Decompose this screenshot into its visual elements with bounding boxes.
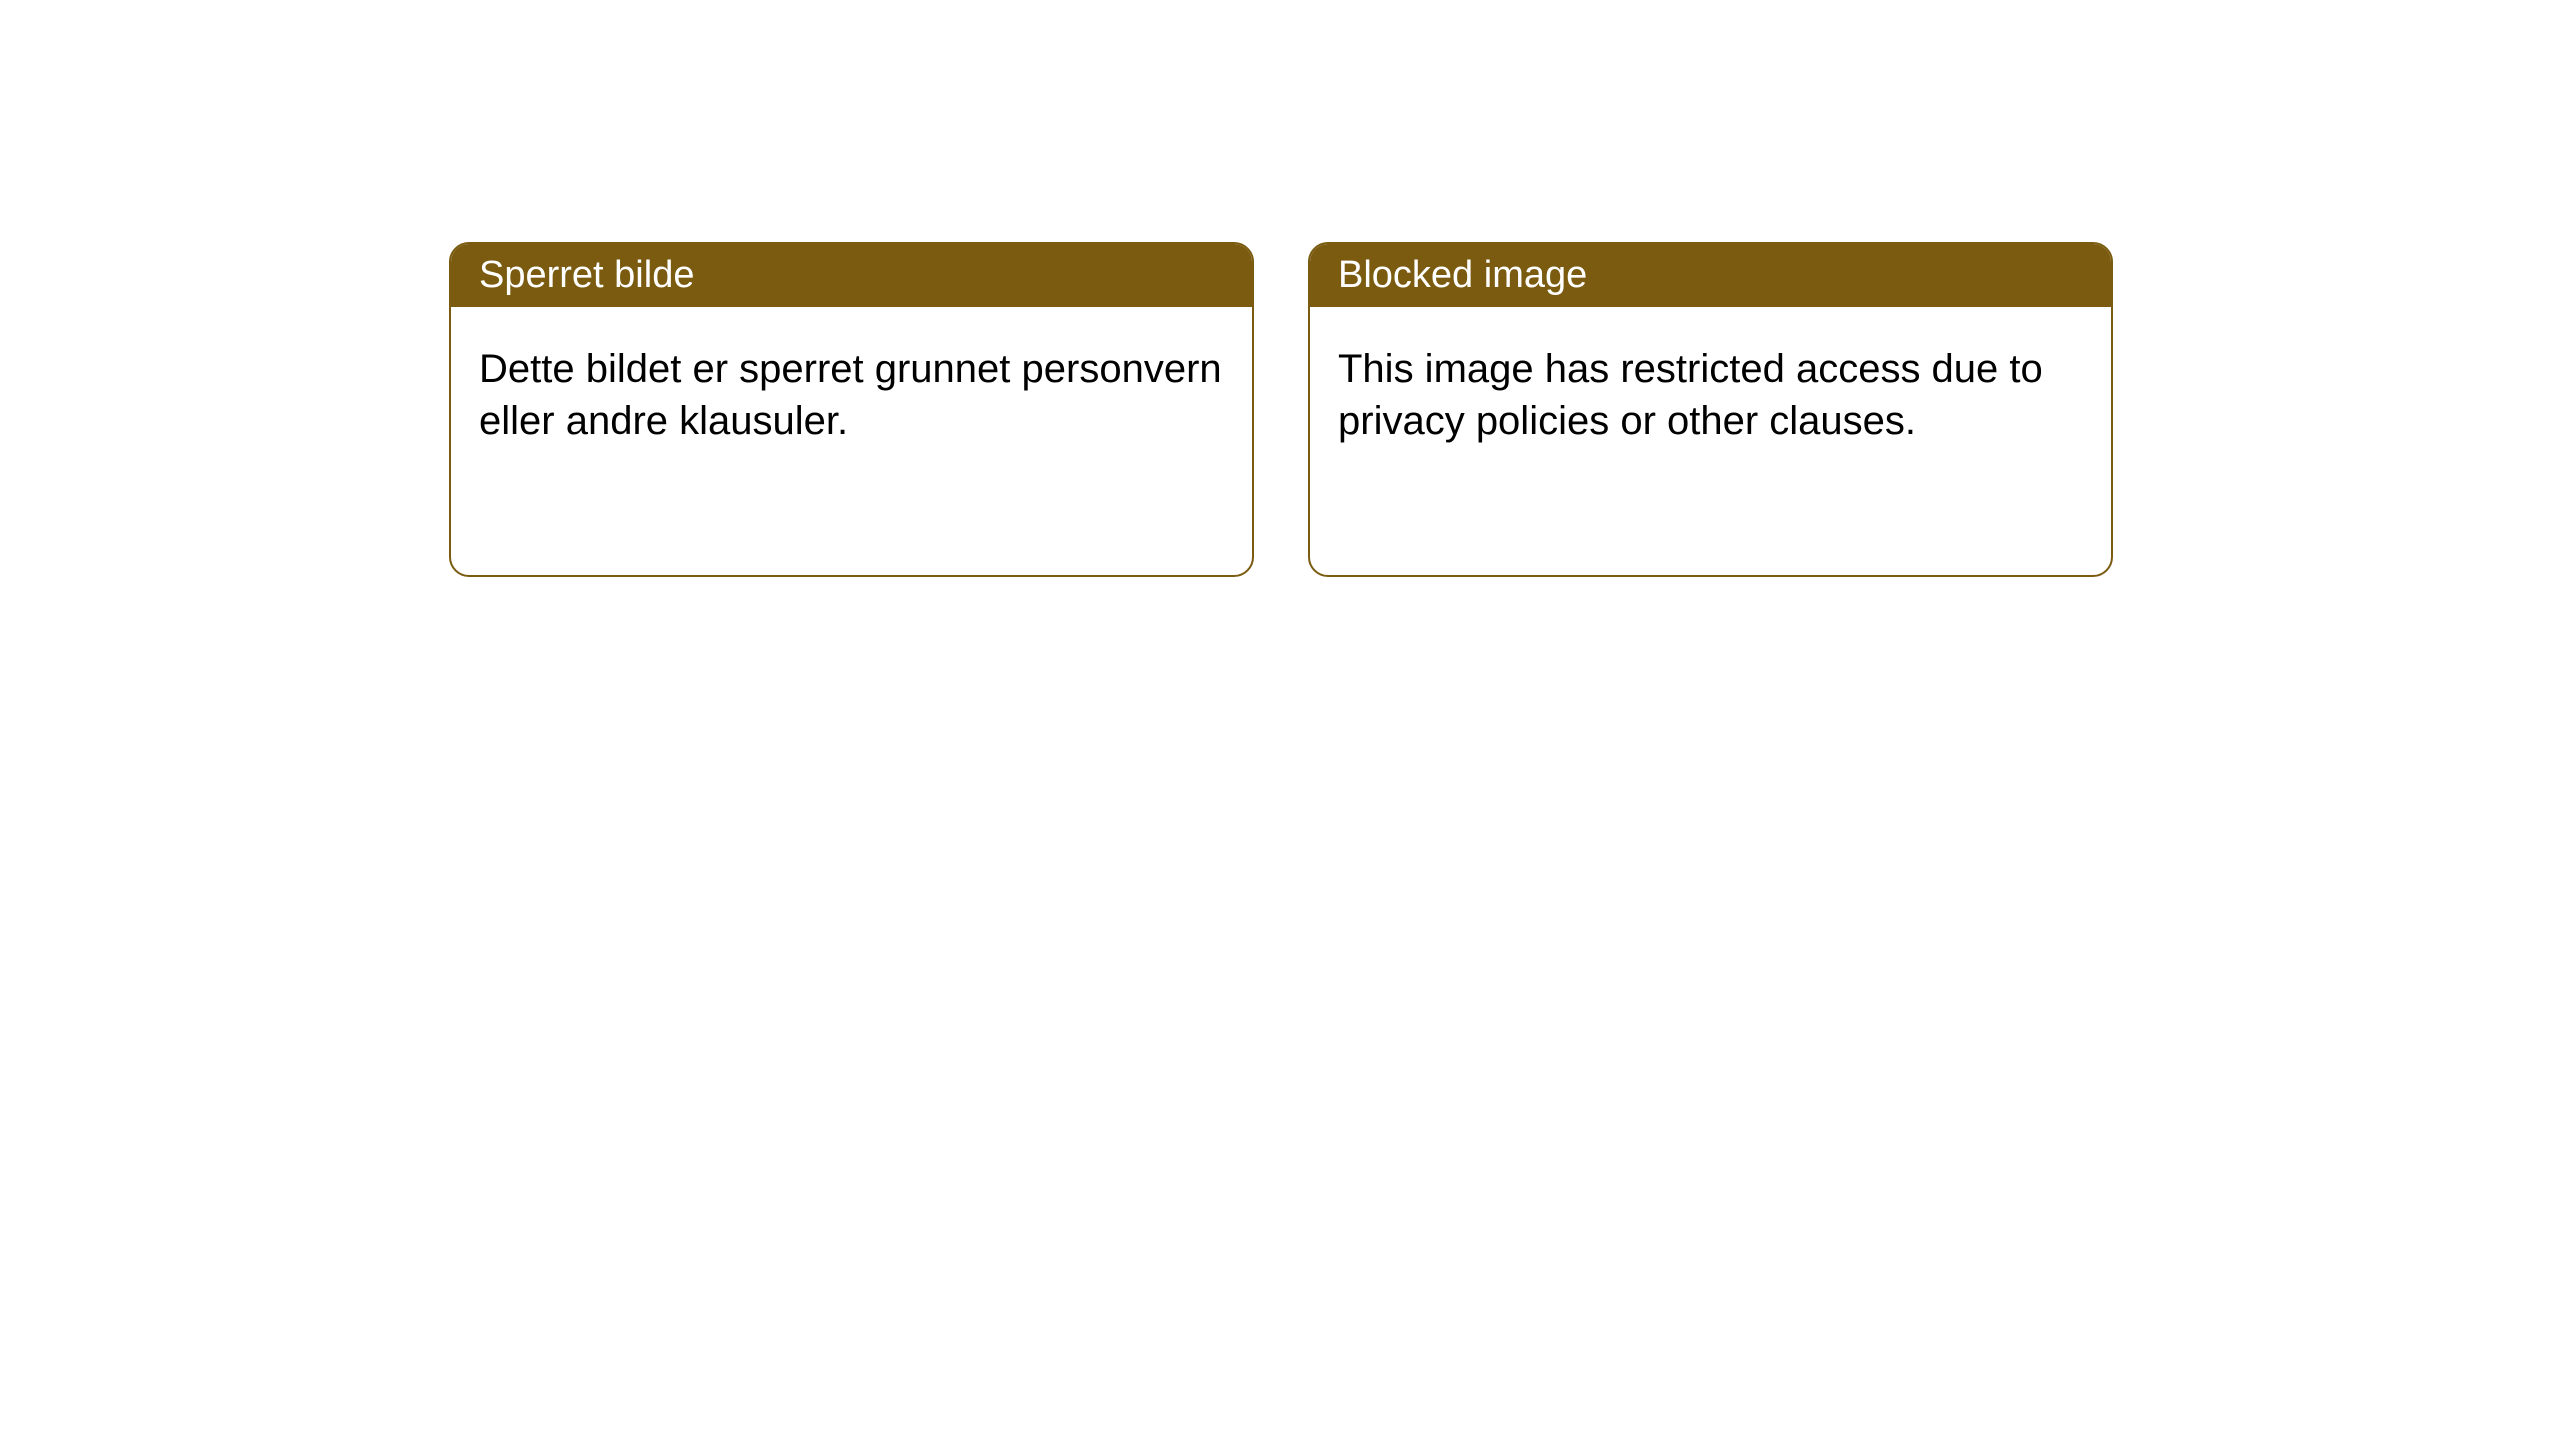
- notice-card-norwegian: Sperret bilde Dette bildet er sperret gr…: [449, 242, 1254, 577]
- card-title-english: Blocked image: [1338, 254, 1587, 296]
- card-text-norwegian: Dette bildet er sperret grunnet personve…: [479, 347, 1222, 443]
- card-header-english: Blocked image: [1310, 244, 2111, 307]
- notice-card-english: Blocked image This image has restricted …: [1308, 242, 2113, 577]
- notice-cards-container: Sperret bilde Dette bildet er sperret gr…: [0, 0, 2560, 577]
- card-title-norwegian: Sperret bilde: [479, 254, 694, 296]
- card-body-english: This image has restricted access due to …: [1310, 307, 2111, 475]
- card-header-norwegian: Sperret bilde: [451, 244, 1252, 307]
- card-body-norwegian: Dette bildet er sperret grunnet personve…: [451, 307, 1252, 475]
- card-text-english: This image has restricted access due to …: [1338, 347, 2043, 443]
